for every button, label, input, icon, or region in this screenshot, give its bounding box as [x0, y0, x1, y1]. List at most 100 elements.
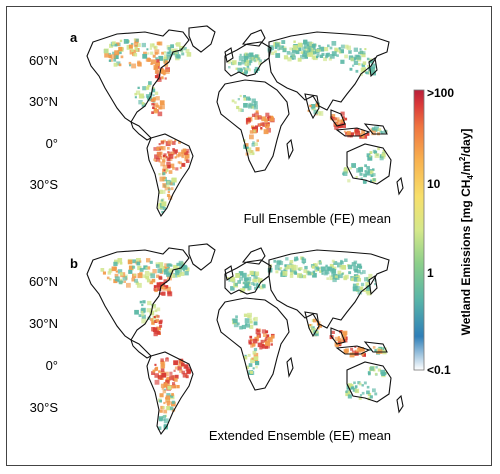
emission-cell	[372, 388, 376, 392]
emission-cell	[136, 39, 139, 42]
emission-cell	[352, 262, 356, 266]
emission-cell	[146, 94, 150, 98]
emission-cell	[162, 406, 165, 409]
emission-cell	[338, 336, 340, 338]
emission-cell	[238, 62, 242, 66]
emission-cell	[153, 94, 155, 96]
emission-cell	[354, 48, 358, 52]
emission-cell	[176, 263, 179, 266]
emission-cell	[233, 319, 238, 324]
emission-cell	[362, 392, 365, 395]
emission-cell	[156, 367, 158, 369]
emission-cell	[342, 273, 344, 275]
emission-cell	[263, 333, 267, 337]
emission-cell	[138, 273, 143, 278]
emission-cell	[373, 178, 376, 181]
emission-cell	[253, 367, 255, 369]
emission-cell	[332, 269, 337, 274]
emission-cell	[154, 364, 156, 366]
emission-cell	[354, 58, 356, 60]
emission-cell	[309, 105, 312, 108]
emission-cell	[237, 68, 242, 73]
emission-cell	[165, 60, 168, 63]
emission-cell	[171, 187, 174, 190]
emission-cell	[132, 266, 135, 269]
emission-cell	[246, 53, 248, 55]
emission-cell	[274, 50, 277, 53]
colorbar-tick-1: 1	[427, 266, 434, 280]
emission-cell	[153, 370, 156, 373]
emission-cell	[264, 129, 269, 134]
emission-cell	[363, 61, 367, 65]
emission-cell	[238, 108, 242, 112]
emission-cell	[183, 373, 188, 378]
emission-cell	[165, 397, 167, 399]
emission-cell	[370, 366, 374, 370]
emission-cell	[161, 141, 164, 144]
emission-cell	[352, 386, 355, 389]
emission-cell	[285, 267, 288, 270]
emission-cell	[317, 54, 320, 57]
emission-cell	[135, 46, 138, 49]
emission-cell	[348, 265, 353, 270]
emission-cell	[275, 53, 280, 58]
emission-cell	[254, 317, 258, 321]
emission-cell	[158, 173, 160, 175]
emission-cell	[258, 343, 263, 348]
emission-cell	[239, 56, 244, 61]
emission-cell	[116, 270, 118, 272]
colorbar-tick-10: 10	[427, 177, 441, 191]
emission-cell	[254, 142, 258, 146]
emission-cell	[370, 395, 373, 398]
emission-cell	[318, 49, 321, 52]
emission-cell	[174, 378, 178, 382]
emission-cell	[151, 103, 154, 106]
emission-cell	[182, 149, 185, 152]
emission-cell	[145, 276, 149, 280]
emission-cell	[260, 122, 264, 126]
emission-cell	[332, 51, 337, 56]
emission-cell	[109, 268, 112, 271]
emission-cell	[136, 262, 140, 266]
emission-cell	[172, 401, 175, 404]
emission-cell	[164, 51, 166, 53]
emission-cell	[167, 403, 170, 406]
emission-cell	[355, 389, 359, 393]
emission-cell	[136, 49, 138, 51]
emission-cell	[271, 343, 273, 345]
emission-cell	[254, 321, 258, 325]
emission-cell	[161, 70, 165, 74]
emission-cell	[297, 273, 302, 278]
emission-cell	[147, 308, 151, 312]
emission-cell	[115, 44, 118, 47]
emission-cell	[153, 327, 158, 332]
emission-cell	[168, 191, 170, 193]
emission-cell	[287, 57, 291, 61]
emission-cell	[332, 331, 335, 334]
emission-cell	[175, 167, 178, 170]
emission-cell	[159, 143, 161, 145]
emission-cell	[372, 173, 375, 176]
emission-cell	[313, 47, 316, 50]
emission-field-b	[101, 256, 388, 430]
emission-cell	[254, 101, 258, 105]
emission-cell	[298, 58, 302, 62]
emission-cell	[255, 54, 259, 58]
emission-cell	[155, 309, 158, 312]
emission-cell	[150, 52, 153, 55]
emission-cell	[340, 60, 344, 64]
emission-cell	[247, 313, 252, 318]
emission-cell	[257, 139, 260, 142]
emission-cell	[350, 58, 354, 62]
emission-cell	[109, 60, 111, 62]
emission-cell	[114, 63, 118, 67]
emission-cell	[262, 329, 266, 333]
emission-cell	[176, 385, 179, 388]
caption-a: Full Ensemble (FE) mean	[244, 211, 391, 226]
emission-cell	[315, 270, 317, 272]
emission-cell	[158, 375, 163, 380]
emission-cell	[154, 285, 157, 288]
emission-cell	[344, 131, 346, 133]
emission-cell	[374, 393, 377, 396]
emission-cell	[303, 262, 305, 264]
